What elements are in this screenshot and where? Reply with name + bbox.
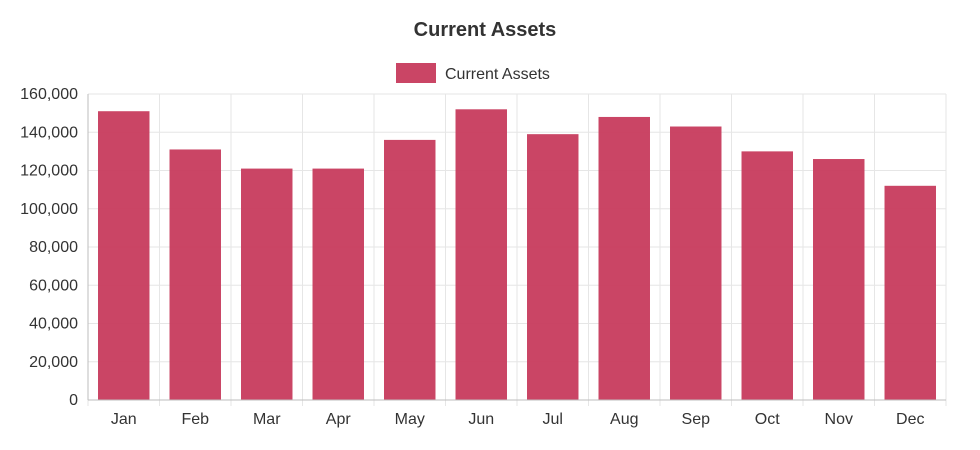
x-tick-label: Jul xyxy=(543,411,563,428)
y-tick-label: 160,000 xyxy=(20,86,78,103)
chart-title: Current Assets xyxy=(414,19,557,41)
bar-sep[interactable] xyxy=(670,126,722,400)
bars xyxy=(98,109,936,401)
y-tick-label: 20,000 xyxy=(29,354,78,371)
x-tick-label: Sep xyxy=(682,411,711,428)
x-tick-label: Jun xyxy=(468,411,494,428)
grid xyxy=(87,93,947,406)
y-tick-label: 60,000 xyxy=(29,277,78,294)
y-tick-label: 140,000 xyxy=(20,124,78,141)
x-tick-label: Oct xyxy=(755,411,780,428)
legend-label[interactable]: Current Assets xyxy=(445,66,550,83)
y-tick-label: 80,000 xyxy=(29,239,78,256)
x-tick-label: Aug xyxy=(610,411,638,428)
x-tick-label: Jan xyxy=(111,411,137,428)
y-axis: 0 20,000 40,000 60,000 80,000 100,000 120,000 1… xyxy=(20,86,89,409)
y-tick-label: 120,000 xyxy=(20,163,78,180)
y-tick-label: 0 xyxy=(69,392,78,409)
bar-aug[interactable] xyxy=(598,116,650,400)
bar-oct[interactable] xyxy=(741,151,793,400)
bar-jul[interactable] xyxy=(527,134,579,400)
legend-swatch[interactable] xyxy=(396,63,436,83)
x-tick-label: Mar xyxy=(253,411,281,428)
legend[interactable]: Current Assets xyxy=(396,63,550,83)
bar-may[interactable] xyxy=(384,139,436,400)
x-tick-label: Feb xyxy=(181,411,209,428)
x-axis: Jan Feb Mar Apr May Jun Jul Aug Sep Oct Nov Dec xyxy=(88,399,946,428)
bar-dec[interactable] xyxy=(884,185,936,400)
bar-nov[interactable] xyxy=(813,159,865,400)
bar-jan[interactable] xyxy=(98,111,150,401)
bar-apr[interactable] xyxy=(312,168,364,400)
x-tick-label: Nov xyxy=(825,411,853,428)
x-tick-label: Apr xyxy=(326,411,352,428)
x-tick-label: Dec xyxy=(896,411,924,428)
y-tick-label: 40,000 xyxy=(29,316,78,333)
bar-jun[interactable] xyxy=(455,109,507,401)
bar-mar[interactable] xyxy=(241,168,293,400)
bar-feb[interactable] xyxy=(169,149,221,400)
y-tick-label: 100,000 xyxy=(20,201,78,218)
x-tick-label: May xyxy=(395,411,425,428)
